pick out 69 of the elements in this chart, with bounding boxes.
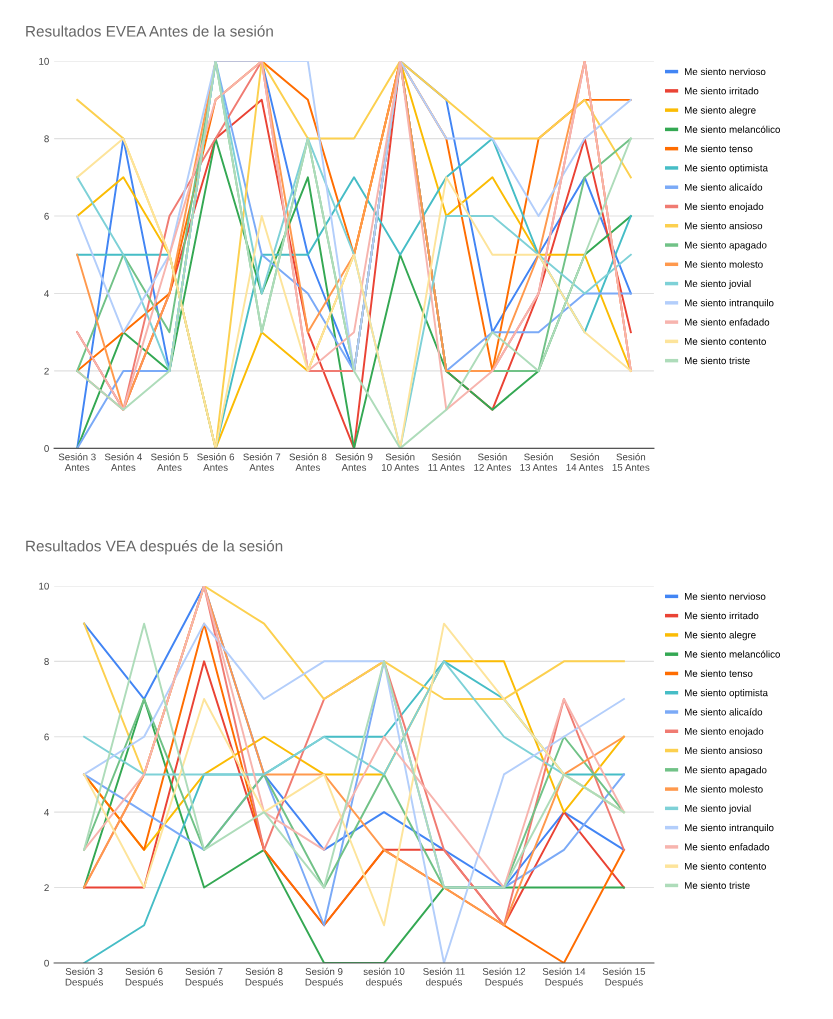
legend-label: Me siento tenso bbox=[685, 669, 753, 677]
legend-label: Me siento jovial bbox=[685, 804, 751, 814]
x-tick-label: Sesión 11 después bbox=[423, 967, 465, 988]
x-tick-label: Sesión 8 Después bbox=[245, 967, 283, 988]
x-tick-label: Sesión 15 Después bbox=[602, 967, 646, 988]
legend-label: Me siento enfadado bbox=[685, 843, 770, 851]
y-tick-label: 6 bbox=[44, 733, 49, 741]
legend-label: Me siento optimista bbox=[685, 164, 768, 174]
x-tick-label: Sesión 7 Antes bbox=[243, 453, 281, 471]
legend-label: Me siento triste bbox=[685, 357, 750, 365]
legend-label: Me siento irritado bbox=[685, 612, 759, 620]
legend-label: Me siento contento bbox=[685, 862, 766, 870]
x-tick-label: Sesión 3 Antes bbox=[58, 453, 96, 471]
y-tick-label: 2 bbox=[44, 884, 49, 892]
legend-label: Me siento ansioso bbox=[685, 222, 763, 230]
legend-label: Me siento apagado bbox=[685, 766, 767, 776]
legend-label: Me siento nervioso bbox=[685, 67, 766, 76]
legend-label: Me siento tenso bbox=[685, 145, 753, 153]
legend-label: Me siento optimista bbox=[685, 689, 768, 699]
x-tick-label: Sesión 14 Antes bbox=[566, 453, 604, 471]
legend-label: Me siento ansioso bbox=[685, 746, 763, 755]
x-tick-label: sesión 10 después bbox=[363, 967, 405, 988]
y-tick-label: 0 bbox=[44, 959, 49, 967]
y-tick-label: 10 bbox=[39, 582, 49, 590]
legend-label: Me siento enfadado bbox=[685, 318, 770, 326]
legend-label: Me siento alegre bbox=[685, 631, 756, 641]
x-tick-label: Sesión 15 Antes bbox=[612, 453, 650, 471]
x-tick-label: Sesión 12 Después bbox=[482, 967, 526, 988]
y-tick-label: 2 bbox=[44, 367, 49, 375]
legend-label: Me siento jovial bbox=[685, 279, 751, 289]
x-tick-label: Sesión 9 Antes bbox=[335, 453, 373, 471]
x-tick-label: Sesión 13 Antes bbox=[520, 453, 558, 471]
legend-label: Me siento melancólico bbox=[685, 650, 780, 658]
legend-label: Me siento irritado bbox=[685, 87, 759, 95]
x-tick-label: Sesión 5 Antes bbox=[151, 453, 188, 471]
x-tick-label: Sesión 11 Antes bbox=[428, 453, 465, 471]
x-tick-label: Sesión 6 Antes bbox=[197, 453, 235, 471]
y-tick-label: 0 bbox=[44, 445, 49, 452]
y-tick-label: 8 bbox=[44, 658, 49, 665]
x-tick-label: Sesión 4 Antes bbox=[104, 453, 142, 471]
x-tick-label: Sesión 9 Después bbox=[305, 967, 343, 988]
legend-label: Me siento molesto bbox=[685, 260, 763, 268]
legend-label: Me siento apagado bbox=[685, 241, 767, 251]
x-tick-label: Sesión 3 Después bbox=[65, 967, 103, 988]
legend-label: Me siento enojado bbox=[685, 727, 764, 737]
y-tick-label: 6 bbox=[44, 212, 49, 220]
legend-label: Me siento alicaído bbox=[685, 708, 763, 716]
chart-title: Resultados VEA después de la sesión bbox=[26, 540, 283, 555]
x-tick-label: Sesión 10 Antes bbox=[381, 453, 419, 471]
legend-label: Me siento intranquilo bbox=[685, 299, 774, 309]
x-tick-label: Sesión 12 Antes bbox=[474, 453, 511, 471]
x-tick-label: Sesión 8 Antes bbox=[289, 453, 327, 471]
legend-label: Me siento enojado bbox=[685, 202, 764, 212]
x-tick-label: Sesión 14 Después bbox=[542, 967, 586, 988]
legend-label: Me siento alegre bbox=[685, 106, 756, 116]
legend-label: Me siento alicaído bbox=[685, 183, 763, 191]
legend-label: Me siento molesto bbox=[685, 785, 763, 793]
y-tick-label: 4 bbox=[44, 808, 49, 816]
legend-label: Me siento melancólico bbox=[685, 125, 780, 133]
x-tick-label: Sesión 7 Después bbox=[185, 967, 223, 988]
chart-title: Resultados EVEA Antes de la sesión bbox=[26, 25, 273, 37]
y-tick-label: 8 bbox=[44, 135, 49, 143]
y-tick-label: 10 bbox=[39, 57, 49, 65]
legend-label: Me siento triste bbox=[685, 881, 750, 889]
legend-label: Me siento nervioso bbox=[685, 592, 766, 600]
y-tick-label: 4 bbox=[44, 290, 49, 297]
legend-label: Me siento intranquilo bbox=[685, 823, 774, 834]
legend-label: Me siento contento bbox=[685, 337, 766, 345]
x-tick-label: Sesión 6 Después bbox=[125, 967, 163, 988]
